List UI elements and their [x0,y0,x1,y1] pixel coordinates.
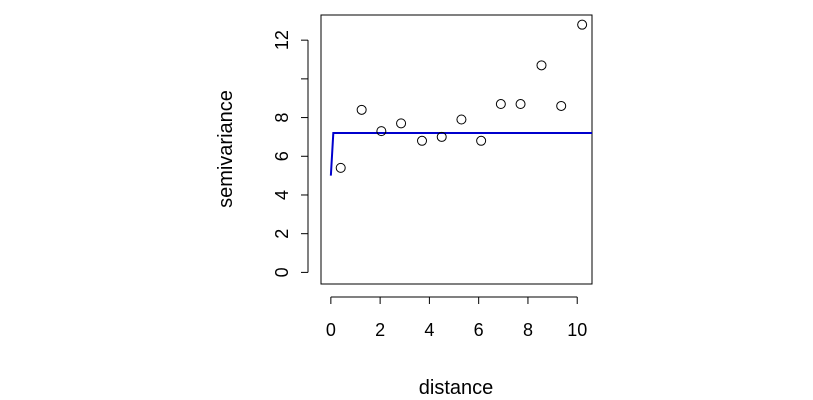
y-axis-title: semivariance [215,90,237,208]
data-point [536,60,547,71]
x-tick-label: 10 [567,320,587,340]
data-point [456,114,467,125]
data-point [495,99,506,110]
data-point [476,135,487,146]
y-axis: 0 2 4 6 8 12 [272,30,309,277]
x-tick-label: 6 [474,320,484,340]
x-tick-label: 0 [326,320,336,340]
y-tick-label: 0 [272,267,292,277]
y-tick-label: 6 [272,151,292,161]
data-point [376,126,387,137]
plot-marks [329,19,592,176]
data-point [436,131,447,142]
fitted-model-line [329,132,592,176]
data-point [556,100,567,111]
x-axis-title: distance [419,377,494,399]
y-tick-label: 8 [272,113,292,123]
data-point [356,104,367,115]
data-point [417,135,428,146]
data-point [515,99,526,110]
x-tick-label: 2 [375,320,385,340]
plot-frame [320,14,593,285]
data-point [396,118,407,129]
y-tick-label: 2 [272,229,292,239]
data-point [577,19,588,30]
y-tick-label: 12 [272,30,292,50]
data-point [335,162,346,173]
x-axis: 0 2 4 6 8 10 [326,296,587,340]
x-tick-label: 4 [424,320,434,340]
x-tick-label: 8 [523,320,533,340]
y-tick-label: 4 [272,190,292,200]
